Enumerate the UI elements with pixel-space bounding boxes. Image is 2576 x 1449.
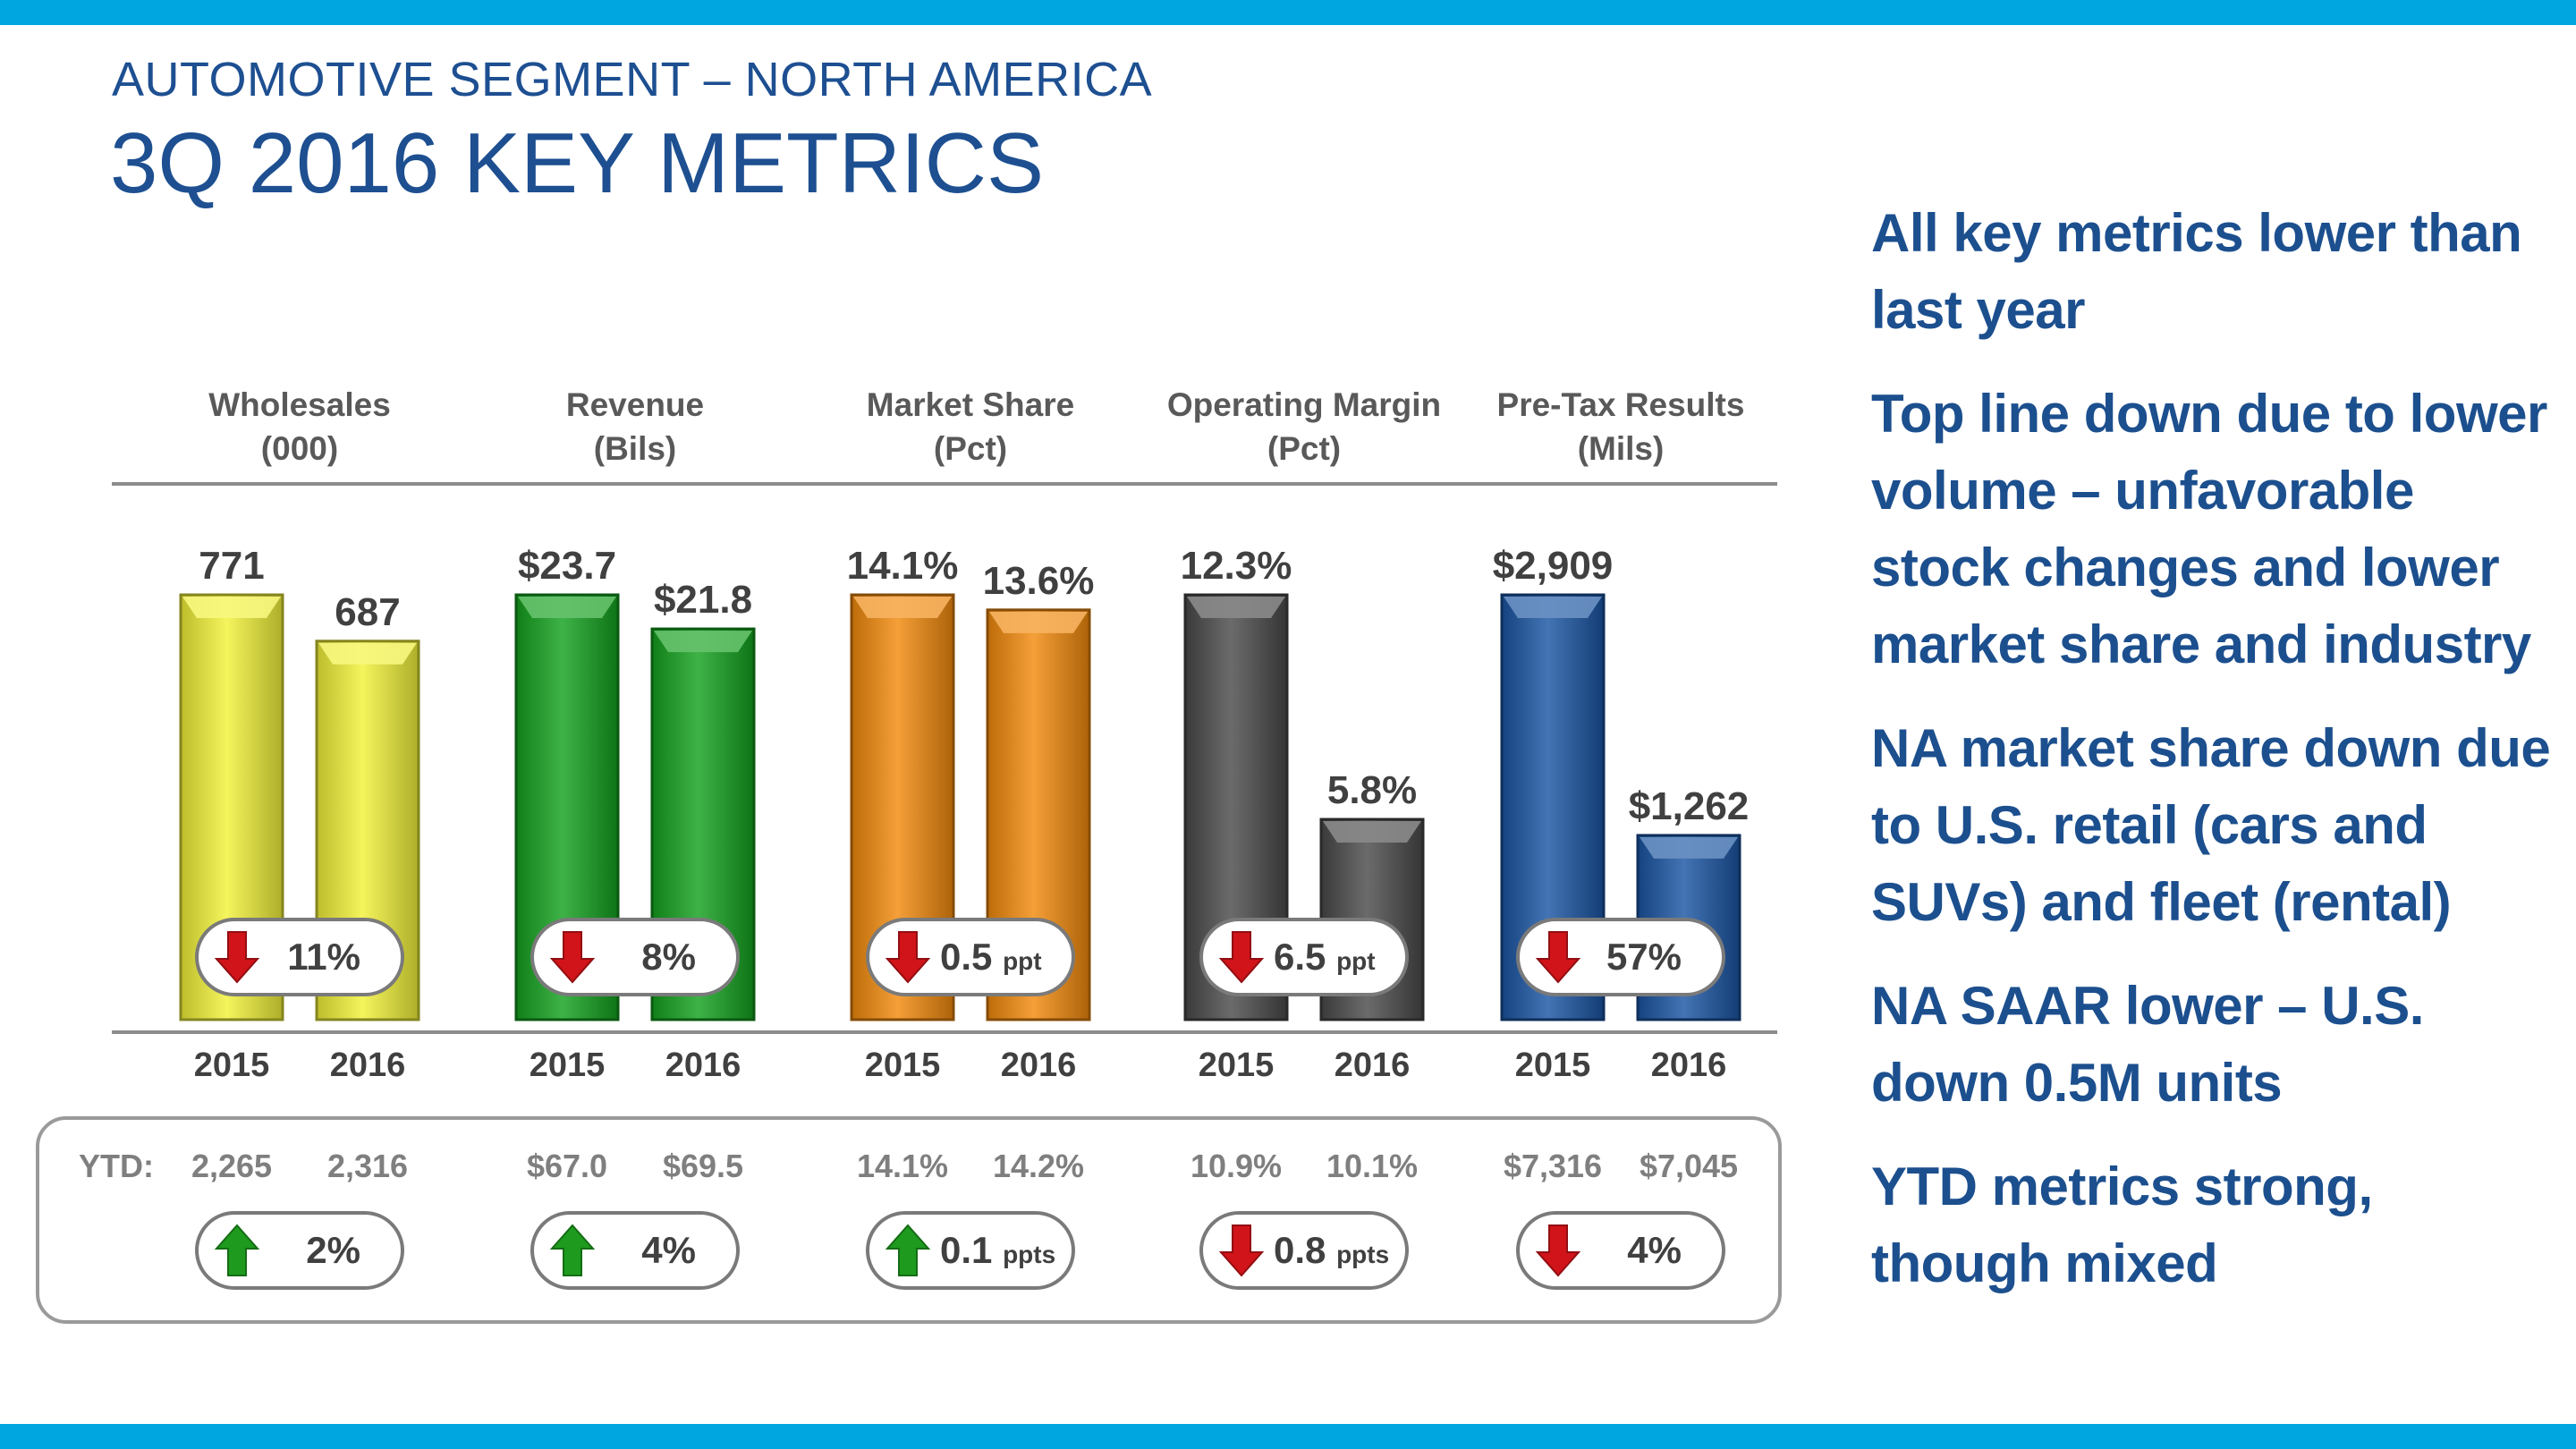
bar-bevel [1504, 597, 1602, 618]
ytd-change-up-arrow-icon [885, 1224, 931, 1276]
quarter-change-unit: ppt [1336, 947, 1376, 975]
x-tick-label: 2016 [1651, 1046, 1727, 1084]
bar-bevel [1323, 821, 1421, 843]
ytd-label: YTD: [79, 1148, 154, 1184]
ytd-value: $7,045 [1640, 1148, 1738, 1184]
quarter-change-pill [866, 918, 1075, 996]
x-tick-label: 2015 [865, 1046, 941, 1084]
quarter-change-down-arrow-icon [214, 931, 260, 984]
quarter-change-value: 11% [287, 936, 360, 978]
ytd-change-pill [530, 1211, 740, 1290]
x-tick-label: 2016 [665, 1046, 741, 1084]
bar-value-label: 14.1% [847, 544, 959, 588]
bar-value-label: $2,909 [1493, 544, 1614, 588]
panel-unit: (Pct) [1267, 430, 1341, 467]
quarter-change-pill [530, 918, 740, 996]
quarter-change-value: 57% [1606, 936, 1682, 978]
commentary-bullet: YTD metrics strong, though mixed [1871, 1157, 2373, 1293]
quarter-change-down-arrow-icon [885, 931, 931, 984]
ytd-change-value: 2% [306, 1229, 360, 1271]
quarter-change-down-arrow-icon [549, 931, 596, 984]
bar-value-label: $23.7 [518, 544, 616, 588]
bar-value-label: $21.8 [654, 578, 752, 622]
ytd-change-unit: ppts [1003, 1241, 1055, 1268]
ytd-value: 10.1% [1326, 1148, 1418, 1184]
top-accent-band [0, 0, 2576, 25]
ytd-value: 14.1% [857, 1148, 948, 1184]
bar-value-label: 687 [335, 590, 400, 634]
x-tick-label: 2015 [1199, 1046, 1275, 1084]
x-tick-label: 2016 [1001, 1046, 1077, 1084]
x-tick-label: 2015 [1515, 1046, 1591, 1084]
slide-title: 3Q 2016 KEY METRICS [110, 115, 1044, 211]
ytd-change-up-arrow-icon [214, 1224, 260, 1276]
quarter-change-pill [1516, 918, 1725, 996]
ytd-value: $7,316 [1504, 1148, 1602, 1184]
panel-title: Wholesales [208, 386, 391, 423]
commentary-bullet: All key metrics lower than last year [1871, 203, 2522, 340]
ytd-value: 2,265 [191, 1148, 272, 1184]
panel-unit: (Bils) [594, 430, 677, 467]
ytd-value: 2,316 [327, 1148, 408, 1184]
bar-bevel [518, 597, 616, 618]
quarter-change-pill [1199, 918, 1409, 996]
ytd-change-down-arrow-icon [1218, 1224, 1265, 1277]
bar-value-label: 5.8% [1327, 768, 1417, 812]
panel-title: Market Share [867, 386, 1074, 423]
panel-unit: (Pct) [934, 430, 1007, 467]
x-tick-label: 2015 [530, 1046, 606, 1084]
bar-bevel [318, 642, 417, 665]
ytd-value: 14.2% [993, 1148, 1084, 1184]
x-tick-label: 2016 [330, 1046, 406, 1084]
bar-bevel [853, 597, 952, 618]
quarter-change-down-arrow-icon [1218, 931, 1265, 984]
bar-bevel [182, 597, 281, 618]
quarter-change-down-arrow-icon [1535, 931, 1581, 984]
ytd-change-pill [866, 1211, 1075, 1290]
ytd-change-pill [1516, 1211, 1725, 1290]
quarter-change-unit: ppt [1003, 947, 1042, 975]
ytd-change-value: 4% [1627, 1229, 1682, 1271]
ytd-change-pill [1199, 1211, 1409, 1290]
panel-title: Operating Margin [1167, 386, 1441, 423]
bar-value-label: $1,262 [1629, 784, 1750, 828]
bar-bevel [654, 631, 752, 653]
x-tick-label: 2016 [1335, 1046, 1411, 1084]
commentary-list: All key metrics lower than last year Top… [1871, 195, 2551, 1329]
key-metrics-chart: YTD: Wholesales (000) 771 2015 2,265 687 2016 2,… [36, 386, 1782, 1324]
ytd-value: $67.0 [527, 1148, 607, 1184]
panel-unit: (Mils) [1578, 430, 1665, 467]
ytd-change-value: 4% [641, 1229, 696, 1271]
ytd-change-pill [195, 1211, 404, 1290]
commentary-bullet: Top line down due to lower volume – unfa… [1871, 384, 2547, 674]
panel-title: Pre-Tax Results [1497, 386, 1745, 423]
bar-value-label: 771 [199, 544, 264, 588]
bar-bevel [1187, 597, 1285, 618]
bar-value-label: 12.3% [1181, 544, 1292, 588]
bar-value-label: 13.6% [983, 559, 1095, 603]
bottom-accent-band [0, 1424, 2576, 1449]
ytd-change-up-arrow-icon [549, 1224, 596, 1276]
x-tick-label: 2015 [194, 1046, 270, 1084]
commentary-bullet: NA SAAR lower – U.S. down 0.5M units [1871, 976, 2424, 1113]
bar-bevel [989, 611, 1088, 633]
quarter-change-value: 8% [641, 936, 696, 978]
panel-title: Revenue [566, 386, 704, 423]
bar-bevel [1640, 836, 1738, 859]
panel-unit: (000) [261, 430, 338, 467]
ytd-value: $69.5 [663, 1148, 743, 1184]
commentary-bullet: NA market share down due to U.S. retail … [1871, 718, 2551, 932]
ytd-change-unit: ppts [1336, 1241, 1389, 1268]
slide-subtitle: AUTOMOTIVE SEGMENT – NORTH AMERICA [112, 53, 1153, 106]
quarter-change-pill [195, 918, 404, 996]
ytd-change-down-arrow-icon [1535, 1224, 1581, 1277]
ytd-value: 10.9% [1191, 1148, 1282, 1184]
